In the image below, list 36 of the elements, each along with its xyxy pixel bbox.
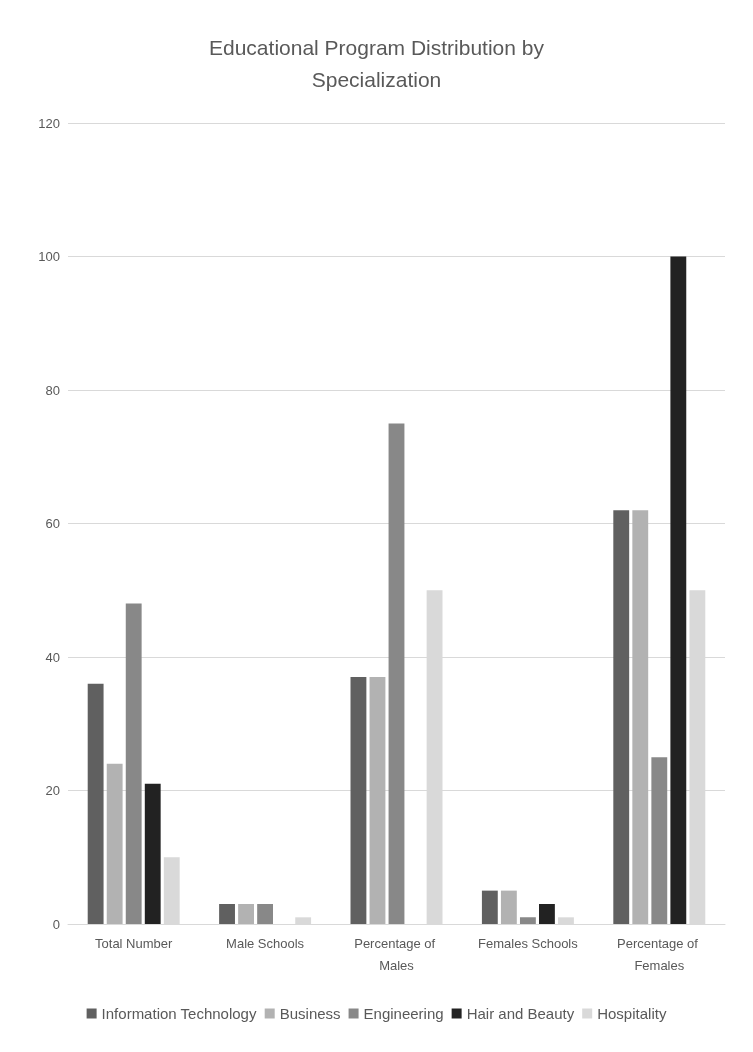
bar: [125, 603, 142, 924]
bar: [106, 763, 123, 924]
bar: [388, 423, 405, 924]
x-tick-label: Male Schools: [226, 935, 305, 951]
y-tick-label: 120: [38, 115, 60, 131]
bar: [238, 903, 254, 924]
bar: [257, 903, 274, 924]
bar: [350, 677, 367, 924]
bar: [144, 783, 161, 924]
legend-label: Information Technology: [101, 1005, 257, 1022]
bar: [219, 903, 235, 924]
legend-label: Hospitality: [597, 1005, 667, 1022]
bar: [670, 256, 687, 924]
bar: [369, 677, 386, 924]
chart-title: Educational Program Distribution by Specialization: [209, 35, 545, 91]
bar: [519, 917, 536, 924]
bar: [481, 890, 498, 924]
y-tick-label: 20: [45, 783, 60, 798]
y-tick-label: 0: [52, 916, 60, 932]
legend-label: Business: [279, 1005, 341, 1022]
x-tick-label: Percentage of Females: [617, 935, 702, 973]
bar: [539, 903, 555, 924]
bar: [651, 757, 668, 924]
legend-label: Engineering: [363, 1005, 444, 1022]
y-tick-label: 80: [45, 382, 60, 398]
y-tick-label: 60: [45, 516, 60, 531]
bar: [500, 890, 517, 924]
y-tick-label: 100: [38, 249, 60, 264]
legend-label: Hair and Beauty: [466, 1005, 575, 1022]
x-tick-label: Percentage of Males: [354, 935, 439, 973]
x-tick-label: Females Schools: [478, 935, 579, 951]
bar: [632, 510, 649, 924]
bar: [613, 510, 630, 924]
y-tick-label: 40: [45, 649, 60, 665]
bar: [87, 683, 104, 924]
x-tick-label: Total Number: [95, 935, 174, 951]
